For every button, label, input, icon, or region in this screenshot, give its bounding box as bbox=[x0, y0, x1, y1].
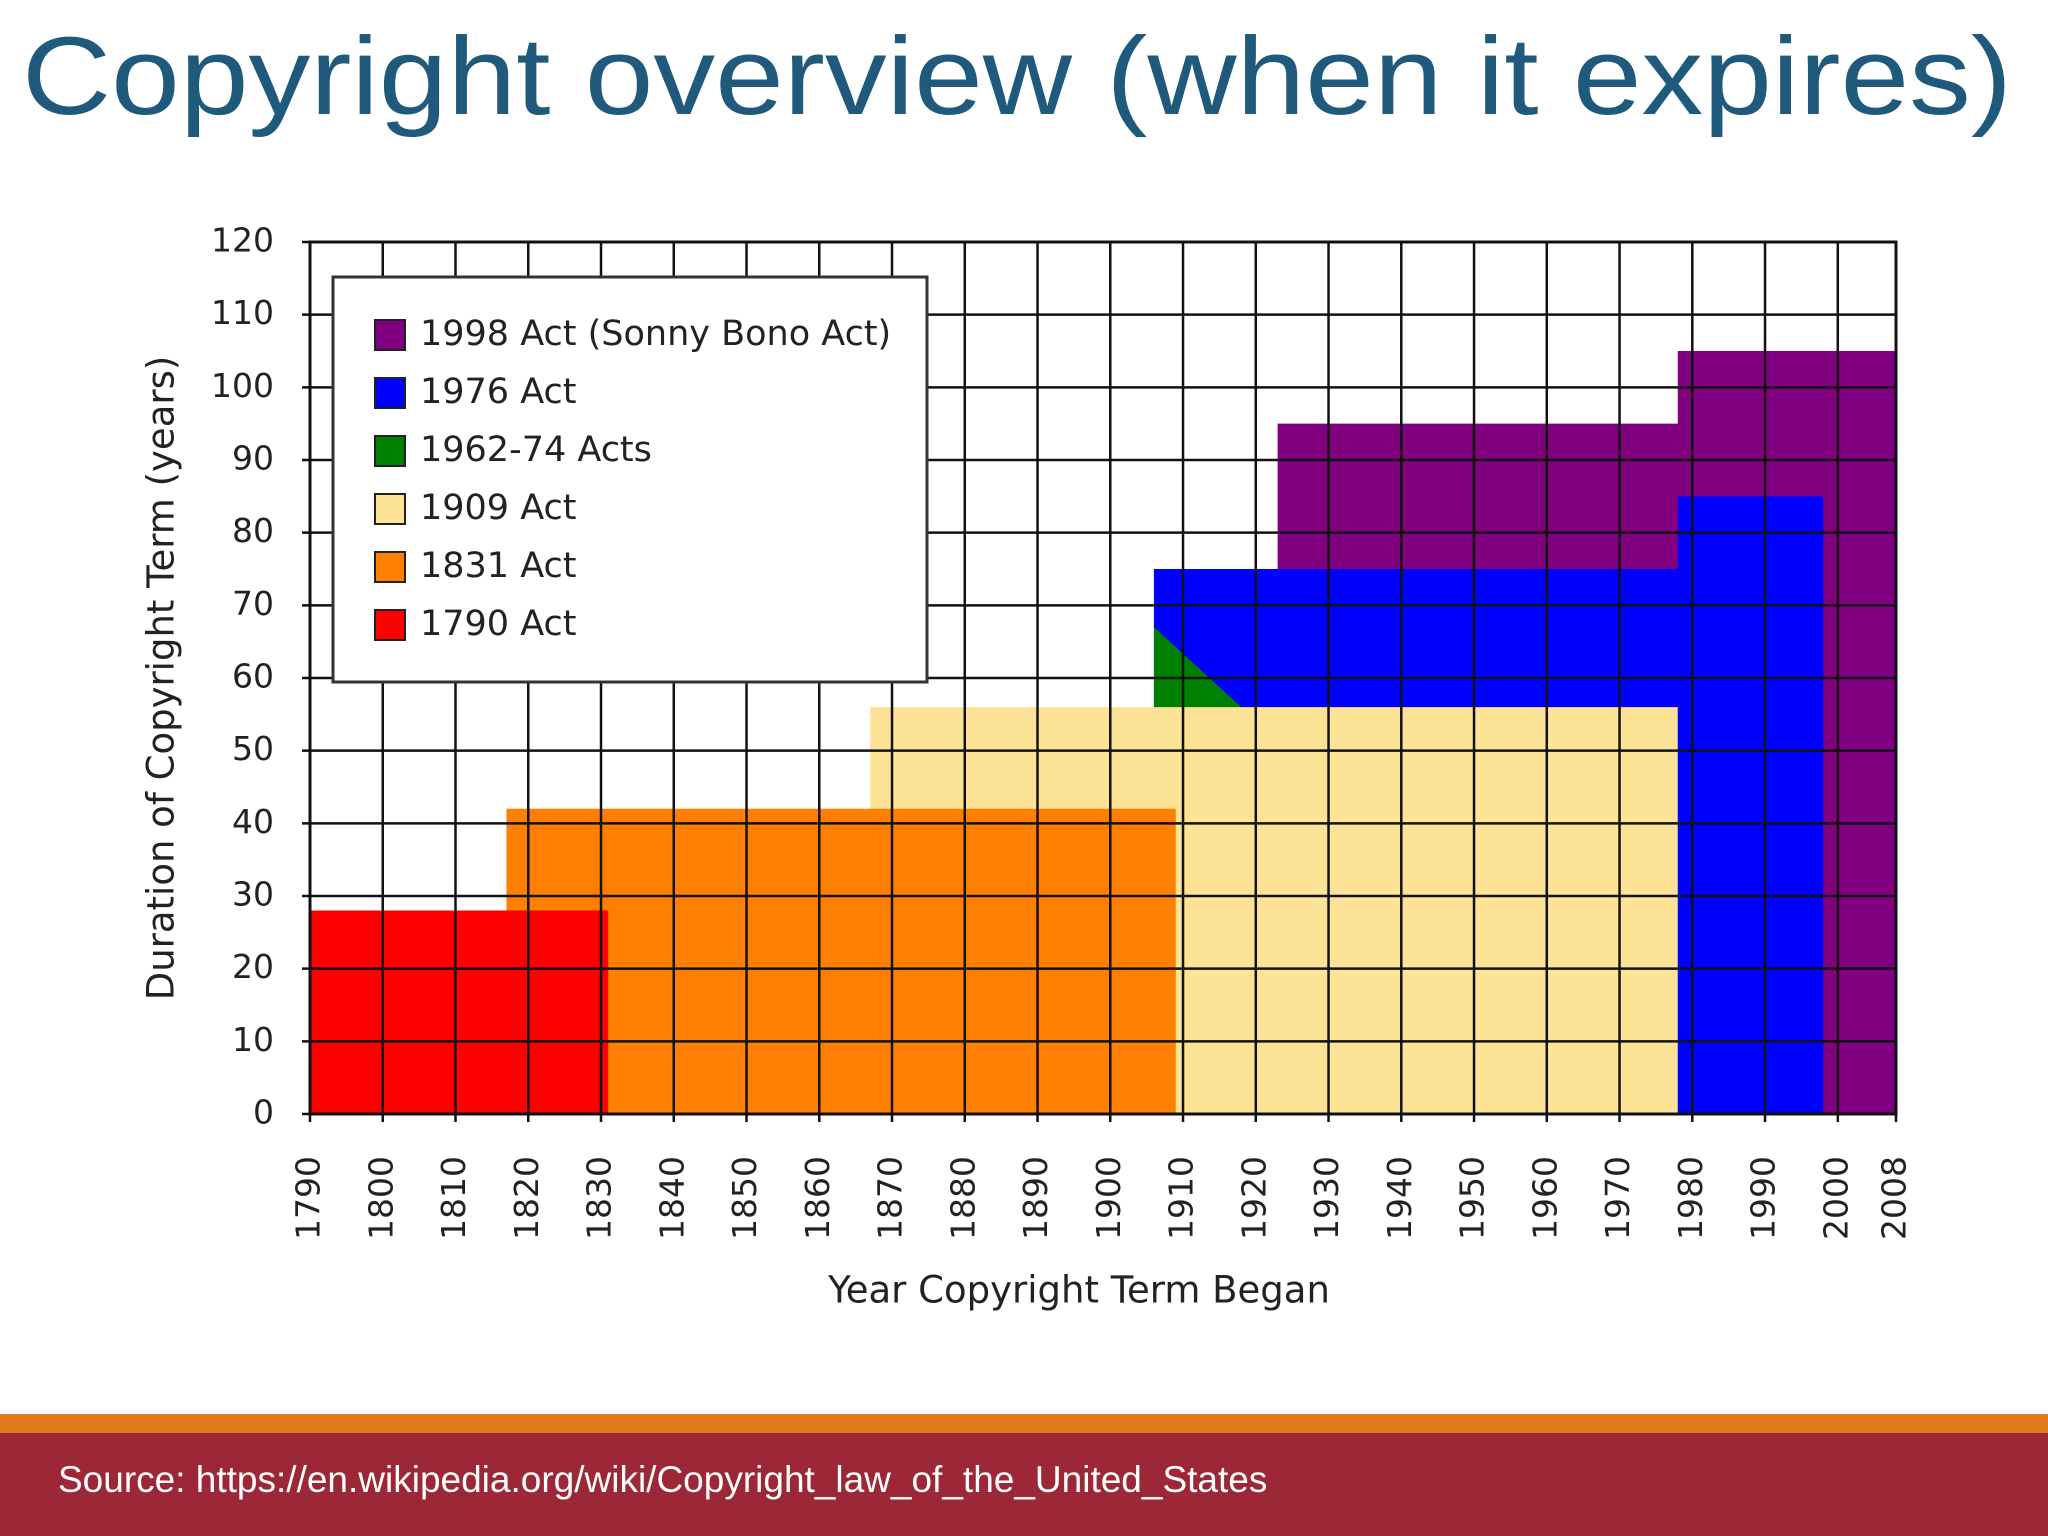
x-tick-label: 1990 bbox=[1744, 1156, 1783, 1240]
x-tick-label: 2000 bbox=[1816, 1156, 1855, 1240]
x-tick-label: 1910 bbox=[1162, 1156, 1201, 1240]
y-tick-label: 100 bbox=[211, 366, 274, 405]
legend-label: 1790 Act bbox=[420, 604, 577, 644]
y-tick-label: 20 bbox=[232, 947, 274, 986]
legend-label: 1831 Act bbox=[420, 546, 577, 586]
y-tick-label: 90 bbox=[232, 439, 274, 478]
y-tick-label: 10 bbox=[232, 1020, 274, 1059]
chart: 0 10 20 30 40 50 60 70 80 90 100 110 120 1790 1800 1810… bbox=[140, 221, 1914, 1312]
legend-label: 1998 Act (Sonny Bono Act) bbox=[420, 314, 891, 354]
x-tick-label: 1870 bbox=[871, 1156, 910, 1240]
x-tick-label: 1900 bbox=[1089, 1156, 1128, 1240]
x-tick-label: 1860 bbox=[798, 1156, 837, 1240]
x-tick-label: 1940 bbox=[1380, 1156, 1419, 1240]
y-tick-label: 120 bbox=[211, 221, 274, 260]
x-tick-label: 1800 bbox=[361, 1156, 400, 1240]
legend: 1998 Act (Sonny Bono Act) 1976 Act 1962-74… bbox=[331, 275, 929, 684]
x-tick-label: 1890 bbox=[1016, 1156, 1055, 1240]
y-tick-label: 40 bbox=[232, 802, 274, 841]
x-tick-label: 1820 bbox=[507, 1156, 546, 1240]
x-tick-label: 1950 bbox=[1453, 1156, 1492, 1240]
x-tick-label: 1930 bbox=[1307, 1156, 1346, 1240]
legend-swatch bbox=[374, 493, 406, 525]
x-tick-label: 1790 bbox=[289, 1156, 328, 1240]
y-tick-label: 80 bbox=[232, 511, 274, 550]
y-tick-label: 0 bbox=[253, 1093, 274, 1132]
footer-band bbox=[0, 1433, 2048, 1536]
slide-title: Copyright overview (when it expires) bbox=[22, 15, 2012, 138]
x-tick-label: 1980 bbox=[1671, 1156, 1710, 1240]
x-tick-label: 1960 bbox=[1525, 1156, 1564, 1240]
x-tick-label: 1830 bbox=[580, 1156, 619, 1240]
y-tick-label: 70 bbox=[232, 584, 274, 623]
legend-label: 1962-74 Acts bbox=[420, 430, 652, 470]
x-tick-label: 1970 bbox=[1598, 1156, 1637, 1240]
area bbox=[310, 910, 609, 1114]
x-tick-label: 1920 bbox=[1234, 1156, 1273, 1240]
y-tick-label: 60 bbox=[232, 657, 274, 696]
x-tick-label: 1810 bbox=[434, 1156, 473, 1240]
source-text: Source: https://en.wikipedia.org/wiki/Co… bbox=[58, 1459, 1267, 1500]
legend-swatch bbox=[374, 551, 406, 583]
x-tick-label: 2008 bbox=[1875, 1156, 1914, 1240]
y-tick-label: 30 bbox=[232, 875, 274, 914]
plot-border bbox=[308, 240, 1898, 1116]
y-tick-label: 110 bbox=[211, 293, 274, 332]
legend-swatch bbox=[374, 609, 406, 641]
x-tick-label: 1840 bbox=[652, 1156, 691, 1240]
x-tick-label: 1880 bbox=[943, 1156, 982, 1240]
x-tick-label: 1850 bbox=[725, 1156, 764, 1240]
legend-label: 1976 Act bbox=[420, 372, 577, 412]
legend-swatch bbox=[374, 377, 406, 409]
y-tick-label: 50 bbox=[232, 729, 274, 768]
legend-label: 1909 Act bbox=[420, 488, 577, 528]
x-axis-title: Year Copyright Term Began bbox=[827, 1269, 1330, 1312]
legend-swatch bbox=[374, 319, 406, 351]
footer-stripe bbox=[0, 1414, 2048, 1433]
legend-swatch bbox=[374, 435, 406, 467]
y-axis-title: Duration of Copyright Term (years) bbox=[140, 356, 183, 1001]
legend-box bbox=[331, 275, 929, 684]
